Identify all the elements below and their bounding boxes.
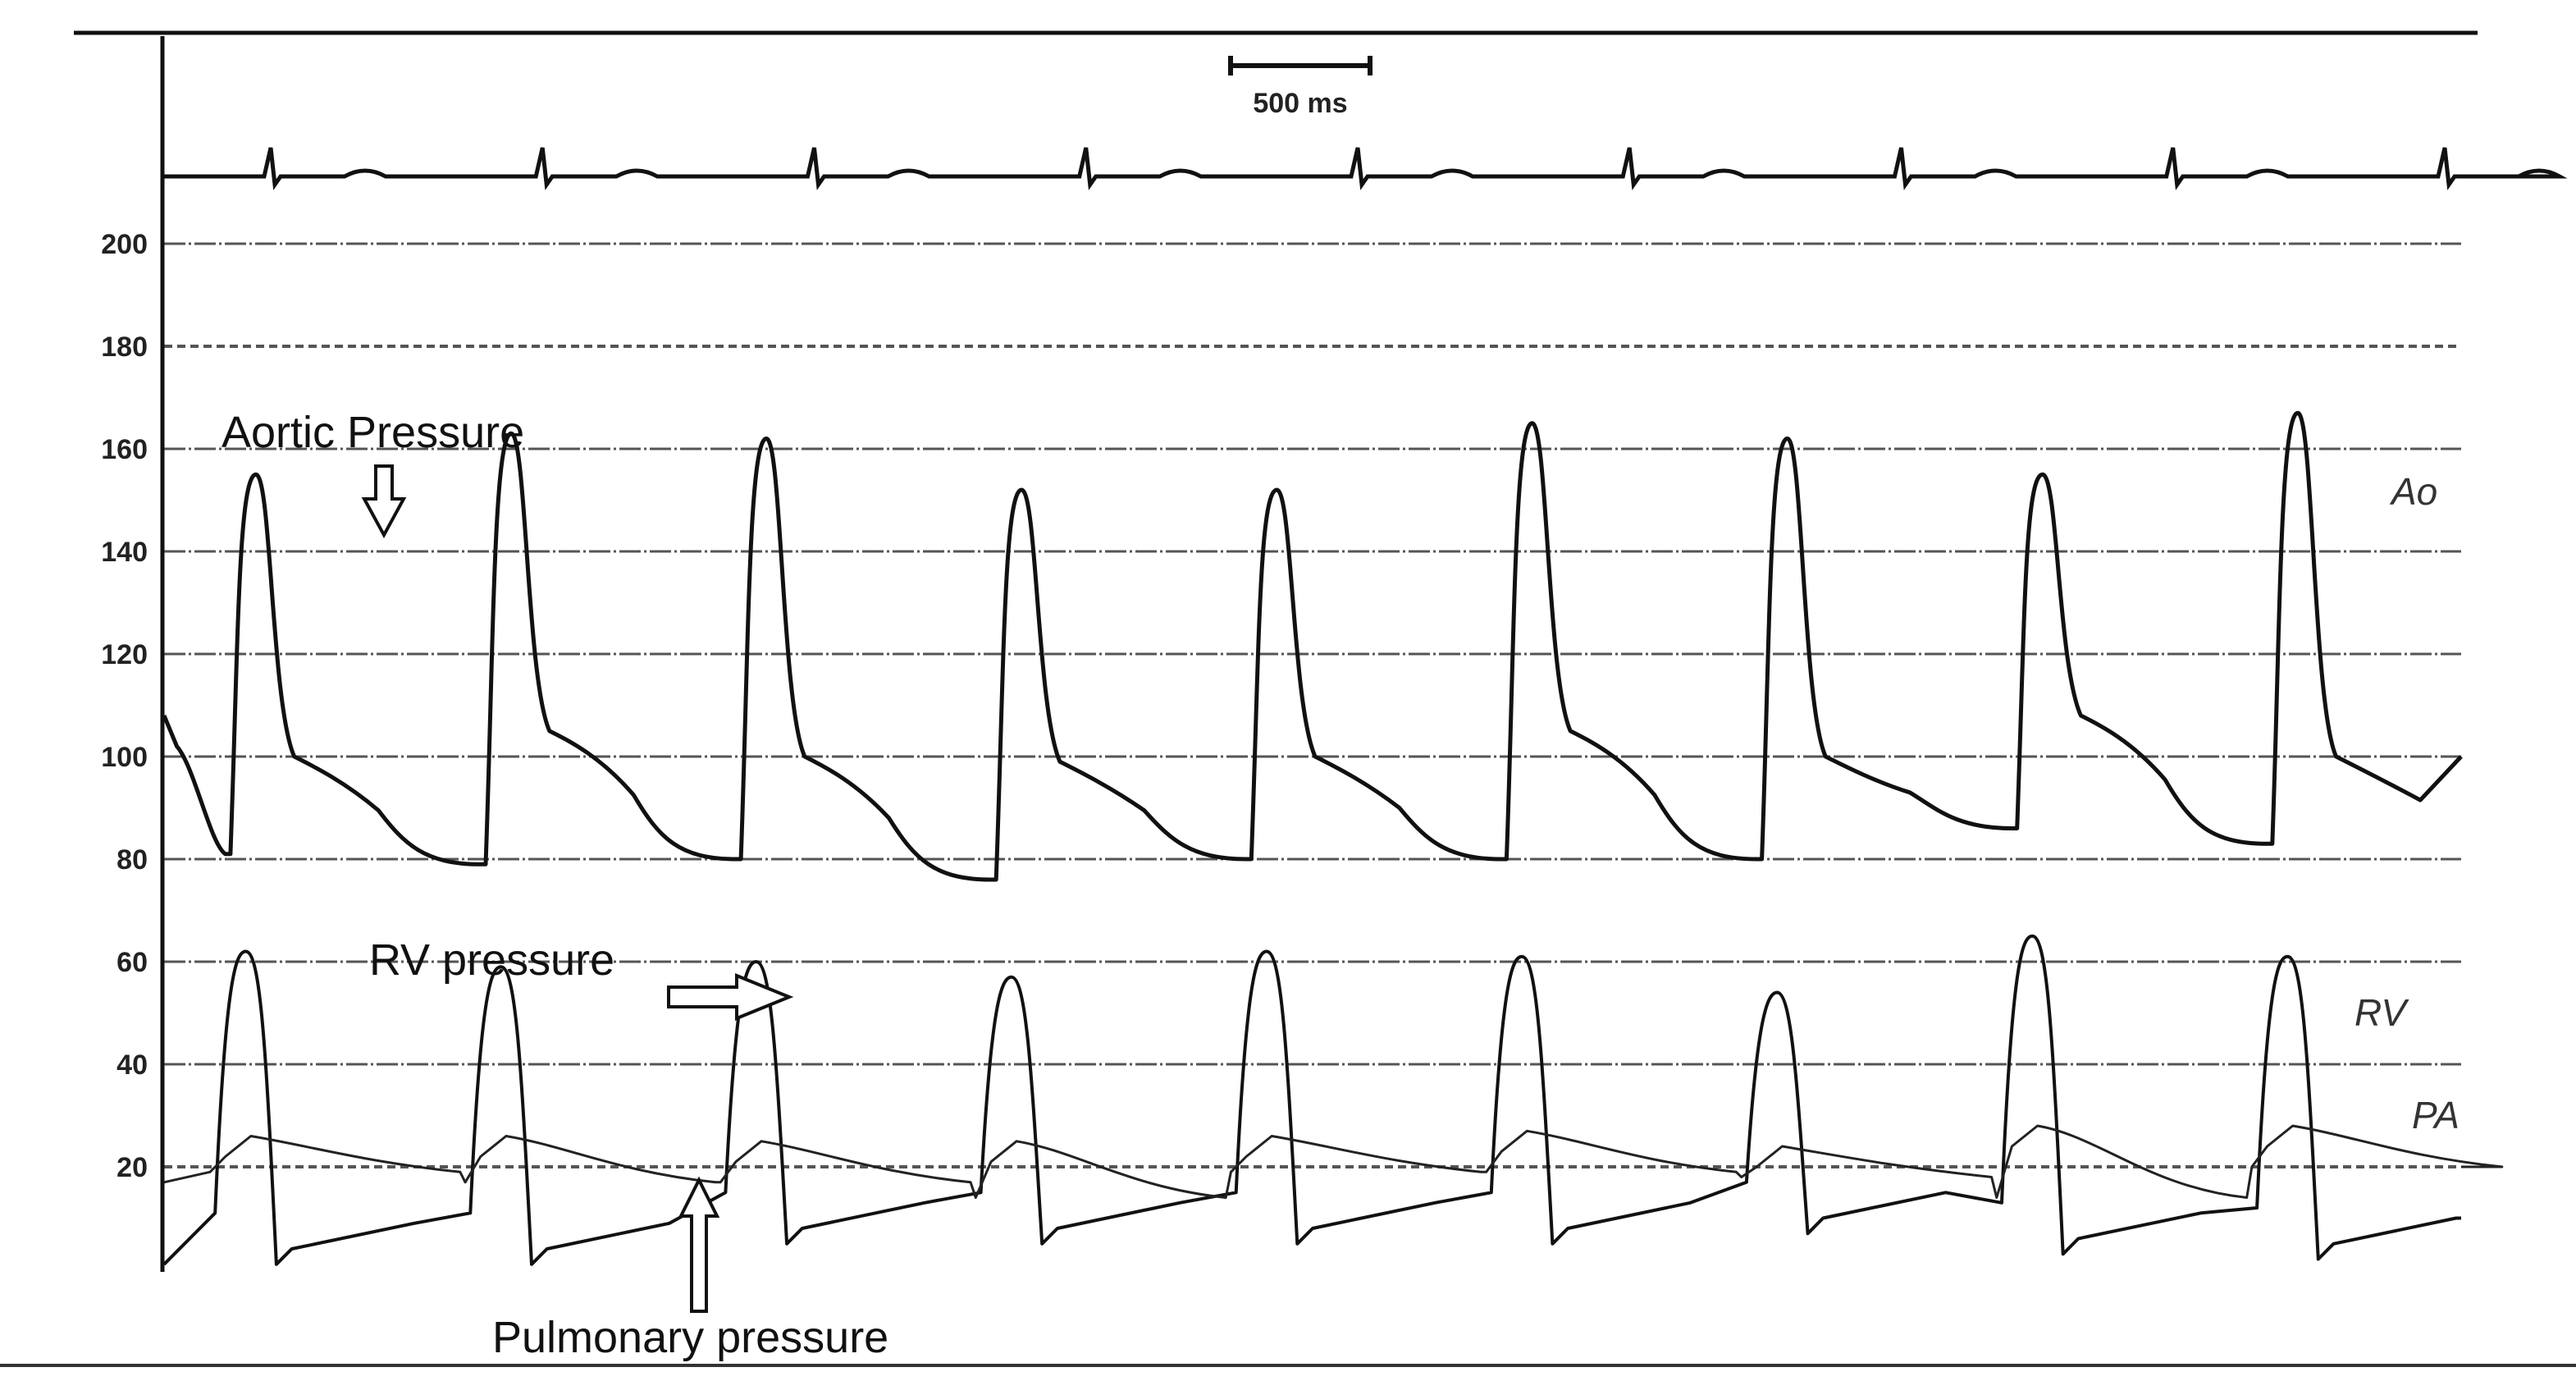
series-line-ecg: [164, 147, 2568, 190]
series-line-ao: [162, 410, 2463, 882]
y-tick-label: 80: [116, 844, 148, 876]
right-arrow-icon: [667, 973, 794, 1021]
y-axis-ticks: 200 180 160 140 120 100 80 60 40 20: [101, 229, 148, 1183]
time-scale-label: 500 ms: [1253, 88, 1347, 119]
channel-label-ao: Ao: [2389, 470, 2437, 513]
y-tick-label: 160: [101, 434, 148, 465]
y-tick-label: 180: [101, 332, 148, 363]
time-scale-bar: 500 ms: [1228, 56, 1372, 119]
series-line-rv: [162, 934, 2461, 1266]
series-line-pa: [163, 1124, 2504, 1199]
channel-label-rv: RV: [2354, 991, 2409, 1034]
annotation-pulmonary-pressure: Pulmonary pressure: [492, 1313, 888, 1362]
grid-lines: [164, 242, 2461, 1168]
y-tick-label: 200: [101, 229, 148, 260]
y-tick-label: 120: [101, 639, 148, 670]
y-tick-label: 140: [101, 537, 148, 568]
y-tick-label: 100: [101, 742, 148, 773]
traces: [162, 147, 2568, 1266]
up-arrow-icon: [678, 1176, 720, 1313]
y-tick-label: 20: [116, 1152, 148, 1183]
down-arrow-icon: [361, 464, 407, 539]
annotation-aortic-pressure: Aortic Pressure: [222, 408, 524, 457]
channel-label-pa: PA: [2412, 1094, 2460, 1136]
y-tick-label: 60: [116, 947, 148, 978]
y-tick-label: 40: [116, 1049, 148, 1081]
annotation-rv-pressure: RV pressure: [369, 935, 614, 985]
